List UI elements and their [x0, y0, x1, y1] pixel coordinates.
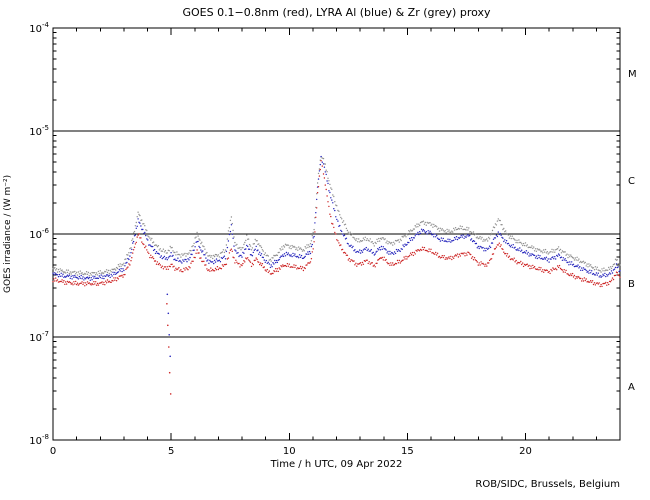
tick-labels: 0 5 10 15 20 10-8 10-7 10-6 10-5 10-4: [29, 21, 532, 457]
axes: [52, 27, 621, 441]
y-tick-label: 10-5: [29, 124, 49, 138]
x-tick-label: 15: [401, 446, 414, 457]
series-zr-proxy: [52, 156, 621, 277]
y-tick-label: 10-6: [29, 227, 49, 241]
y-tick-label: 10-8: [29, 433, 49, 447]
chart-title: GOES 0.1−0.8nm (red), LYRA Al (blue) & Z…: [182, 6, 491, 19]
flare-class-label-b: B: [628, 279, 635, 290]
y-tick-label: 10-4: [29, 21, 49, 35]
x-tick-label: 5: [168, 446, 174, 457]
x-axis-label: Time / h UTC, 09 Apr 2022: [270, 459, 403, 470]
flare-class-label-c: C: [628, 176, 635, 187]
flare-class-label-m: M: [628, 69, 637, 80]
series-goes-0-1-0-8nm: [52, 160, 621, 395]
x-tick-label: 10: [283, 446, 296, 457]
y-tick-label: 10-7: [29, 330, 49, 344]
flare-class-label-a: A: [628, 382, 635, 393]
x-tick-label: 0: [50, 446, 56, 457]
credit-text: ROB/SIDC, Brussels, Belgium: [475, 479, 620, 490]
y-axis-label: GOES irradiance / (W m⁻²): [3, 174, 13, 294]
x-tick-label: 20: [519, 446, 532, 457]
series-al-proxy: [52, 155, 621, 358]
